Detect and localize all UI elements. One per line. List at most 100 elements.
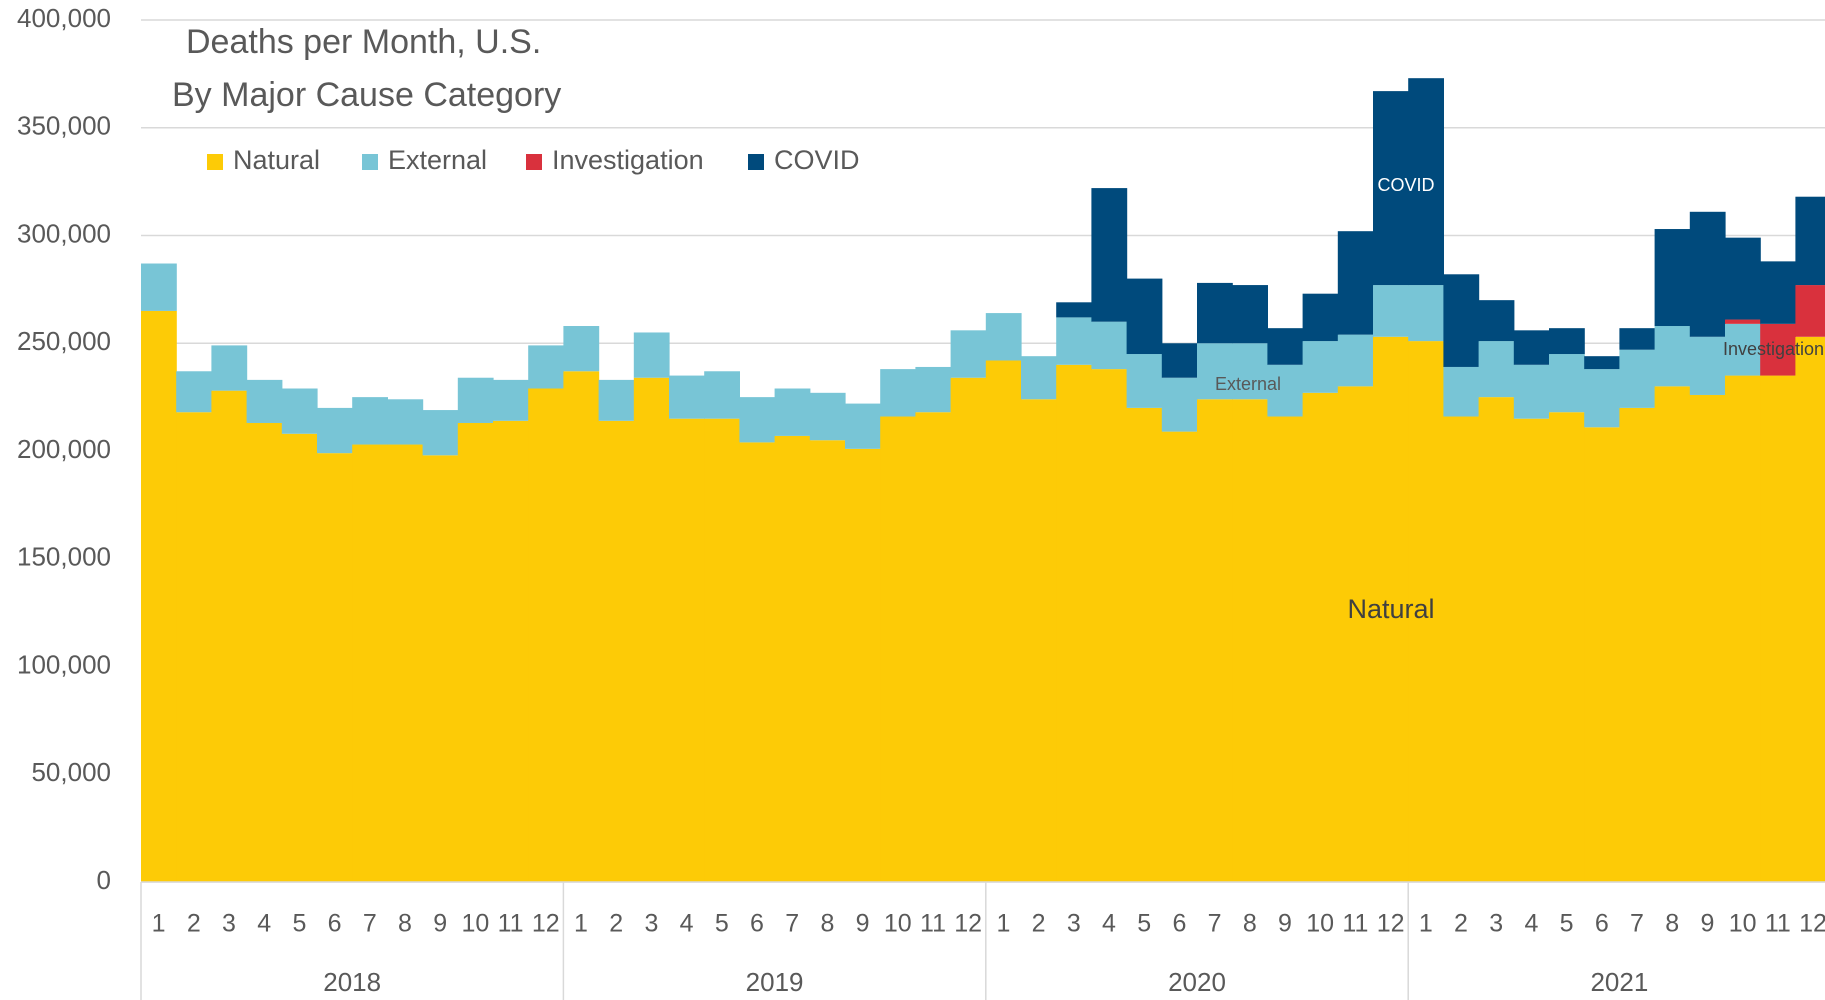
area-segment xyxy=(1126,278,1163,355)
area-segment xyxy=(563,371,600,882)
x-tick-label: 3 xyxy=(1489,910,1503,938)
x-tick-label: 12 xyxy=(1377,910,1405,938)
area-segment xyxy=(633,332,670,378)
area-segment xyxy=(1513,418,1550,882)
area-segment xyxy=(1725,375,1761,882)
chart-title: Deaths per Month, U.S. xyxy=(186,23,541,61)
x-tick-label: 2 xyxy=(1454,910,1468,938)
area-segment xyxy=(1549,412,1585,882)
area-segment xyxy=(774,388,811,436)
legend-label: Natural xyxy=(233,145,320,175)
x-tick-label: 3 xyxy=(644,910,658,938)
area-segment xyxy=(317,453,353,882)
x-tick-label: 4 xyxy=(1102,910,1116,938)
area-segment xyxy=(1373,285,1409,337)
x-tick-label: 5 xyxy=(1560,910,1574,938)
x-tick-label: 2 xyxy=(187,910,201,938)
group-label: 2020 xyxy=(1168,967,1226,997)
area-segment xyxy=(1760,261,1796,324)
area-segment xyxy=(1408,285,1444,342)
area-segment xyxy=(1056,364,1092,882)
area-segment xyxy=(1161,343,1198,378)
area-segment xyxy=(387,444,424,882)
area-segment xyxy=(1443,416,1480,882)
area-segment xyxy=(1584,356,1620,370)
x-tick-label: 1 xyxy=(574,910,588,938)
area-segment xyxy=(1478,341,1515,398)
area-segment xyxy=(141,310,177,882)
x-tick-label: 5 xyxy=(715,910,729,938)
y-tick-label: 300,000 xyxy=(17,218,111,248)
y-tick-label: 250,000 xyxy=(17,326,111,356)
area-segment xyxy=(457,422,494,882)
x-tick-label: 12 xyxy=(954,910,982,938)
area-segment xyxy=(598,420,635,882)
area-segment xyxy=(493,420,529,882)
area-segment xyxy=(669,375,705,419)
area-segment xyxy=(1408,78,1444,286)
area-segment xyxy=(1478,397,1515,882)
area-segment xyxy=(1654,326,1691,387)
x-tick-label: 10 xyxy=(1729,910,1757,938)
x-tick-label: 11 xyxy=(498,910,524,938)
x-tick-label: 8 xyxy=(1243,910,1257,938)
area-segment xyxy=(633,377,670,882)
area-segment xyxy=(211,345,248,391)
area-segment xyxy=(1760,375,1796,882)
x-tick-label: 8 xyxy=(1665,910,1679,938)
area-segment xyxy=(1443,274,1480,367)
group-label: 2019 xyxy=(746,967,804,997)
area-segment xyxy=(669,418,705,882)
area-segment xyxy=(880,369,916,417)
area-segment xyxy=(1056,302,1092,318)
area-segment xyxy=(1373,91,1409,286)
area-segment xyxy=(1619,349,1656,408)
x-tick-label: 10 xyxy=(461,910,489,938)
x-tick-label: 2 xyxy=(1032,910,1046,938)
area-segment xyxy=(1337,334,1374,387)
area-segment xyxy=(1725,323,1761,376)
area-segment xyxy=(141,263,177,311)
area-segment xyxy=(915,412,952,882)
area-segment xyxy=(845,403,881,449)
area-segment xyxy=(1232,399,1268,882)
legend-label: COVID xyxy=(774,145,860,175)
area-segment xyxy=(809,392,846,441)
area-segment xyxy=(1197,282,1233,344)
area-segment xyxy=(1654,386,1691,882)
legend-swatch xyxy=(362,154,378,170)
x-tick-label: 5 xyxy=(1137,910,1151,938)
legend-swatch xyxy=(526,154,542,170)
area-segment xyxy=(1056,317,1092,365)
area-segment xyxy=(1689,394,1726,882)
x-tick-label: 12 xyxy=(1799,910,1825,938)
area-segment xyxy=(1373,336,1409,882)
x-tick-label: 4 xyxy=(257,910,271,938)
area-segment xyxy=(246,379,283,423)
area-segment xyxy=(1267,364,1304,417)
area-segment xyxy=(528,345,564,389)
x-tick-label: 3 xyxy=(1067,910,1081,938)
x-tick-label: 12 xyxy=(532,910,560,938)
area-segment xyxy=(1161,431,1198,882)
area-segment xyxy=(1161,377,1198,432)
y-tick-label: 400,000 xyxy=(17,3,111,33)
area-segment xyxy=(1232,285,1268,344)
legend-swatch xyxy=(207,154,223,170)
area-segment xyxy=(1337,386,1374,882)
area-segment xyxy=(1689,211,1726,337)
area-segment xyxy=(1760,323,1796,376)
area-segment xyxy=(563,326,600,372)
legend-swatch xyxy=(748,154,764,170)
x-tick-label: 1 xyxy=(152,910,166,938)
x-tick-label: 7 xyxy=(785,910,799,938)
area-segment xyxy=(1795,196,1825,286)
area-segment xyxy=(704,418,740,882)
x-tick-label: 10 xyxy=(884,910,912,938)
area-segment xyxy=(493,379,529,421)
area-segment xyxy=(1091,321,1128,370)
area-segment xyxy=(317,407,353,454)
area-segment xyxy=(774,435,811,882)
area-segment xyxy=(1478,300,1515,342)
area-segment xyxy=(1302,392,1339,882)
